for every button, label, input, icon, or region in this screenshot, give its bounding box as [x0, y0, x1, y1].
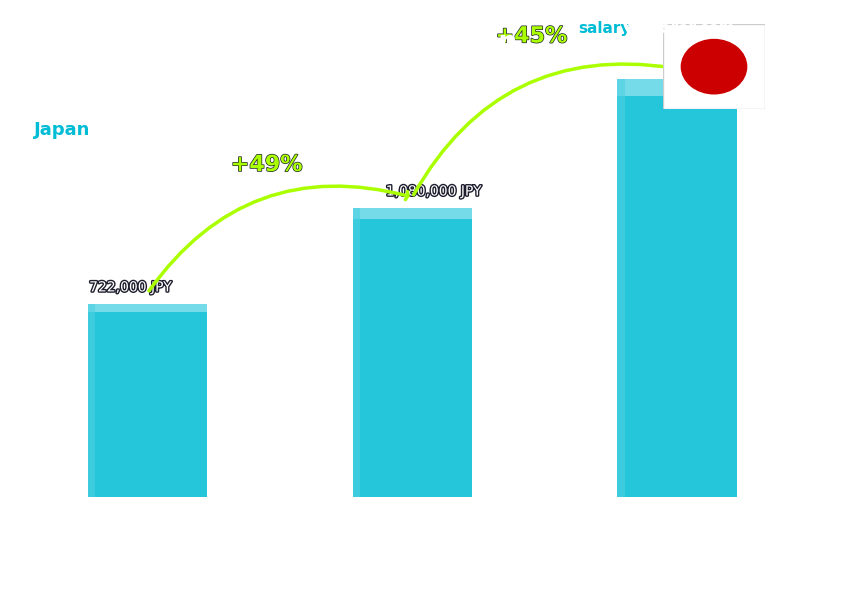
Bar	[353, 208, 472, 219]
Text: PhD: PhD	[662, 529, 693, 544]
Text: 1,080,000 JPY: 1,080,000 JPY	[386, 184, 481, 199]
Text: +45%: +45%	[496, 27, 567, 47]
Bar	[88, 304, 95, 497]
Circle shape	[682, 39, 746, 94]
Text: 1,560,000 JPY: 1,560,000 JPY	[664, 56, 759, 70]
Text: explorer.com: explorer.com	[625, 21, 735, 36]
FancyBboxPatch shape	[617, 79, 737, 497]
Text: salary: salary	[578, 21, 631, 36]
Text: Physicist: Physicist	[34, 88, 113, 106]
FancyBboxPatch shape	[88, 304, 207, 497]
FancyBboxPatch shape	[353, 208, 472, 497]
Bar	[617, 79, 737, 96]
Bar	[353, 208, 360, 497]
Bar	[617, 79, 625, 497]
Text: Average Monthly Salary: Average Monthly Salary	[824, 236, 834, 370]
Bar	[88, 304, 207, 311]
Text: Japan: Japan	[34, 121, 90, 139]
Text: Master's
Degree: Master's Degree	[380, 529, 445, 562]
Text: Salary Comparison By Education: Salary Comparison By Education	[34, 30, 517, 56]
Text: Bachelor's
Degree: Bachelor's Degree	[108, 529, 187, 562]
Text: 722,000 JPY: 722,000 JPY	[89, 281, 171, 295]
Text: +49%: +49%	[230, 155, 303, 175]
